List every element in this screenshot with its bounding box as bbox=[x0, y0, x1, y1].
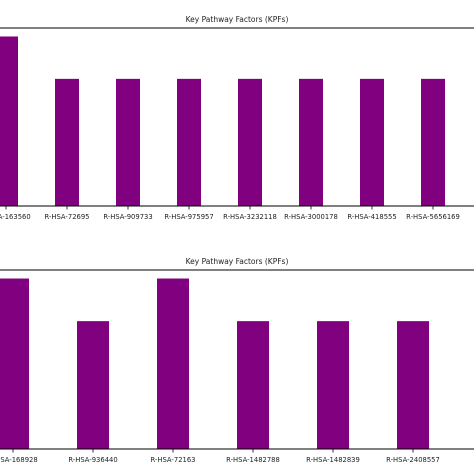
x-tick-label: R-HSA-2408557 bbox=[386, 456, 440, 464]
x-tick-label: R-HSA-909733 bbox=[103, 213, 152, 221]
bar-r-hsa-168928 bbox=[0, 278, 29, 449]
bar-r-hsa-163560 bbox=[0, 36, 18, 206]
x-tick-label: R-HSA-72695 bbox=[44, 213, 89, 221]
x-tick-label: R-HSA-418555 bbox=[347, 213, 396, 221]
bar-r-hsa-5656169 bbox=[421, 78, 445, 206]
x-tick-label: R-HSA-3232118 bbox=[223, 213, 277, 221]
bar-r-hsa-2408557 bbox=[397, 321, 429, 449]
x-tick-label: R-HSA-1482839 bbox=[306, 456, 360, 464]
x-tick-label: R-HSA-72163 bbox=[150, 456, 195, 464]
x-tick-label: R-HSA-1482788 bbox=[226, 456, 280, 464]
x-tick-label: R-HSA-163560 bbox=[0, 213, 31, 221]
bar-r-hsa-72163 bbox=[157, 278, 189, 449]
bar-r-hsa-418555 bbox=[360, 78, 384, 206]
bar-r-hsa-72695 bbox=[55, 78, 79, 206]
chart-bottom: Key Pathway Factors (KPFs) R-HSA-168928 R-… bbox=[0, 257, 474, 464]
bar-r-hsa-3000178 bbox=[299, 78, 323, 206]
bar-r-hsa-975957 bbox=[177, 78, 201, 206]
bar-r-hsa-909733 bbox=[116, 78, 140, 206]
bar-r-hsa-936440 bbox=[77, 321, 109, 449]
x-tick-label: R-HSA-975957 bbox=[164, 213, 213, 221]
bar-r-hsa-1482788 bbox=[237, 321, 269, 449]
chart-top: Key Pathway Factors (KPFs) R-HSA-163560 R-… bbox=[0, 15, 474, 221]
chart-title: Key Pathway Factors (KPFs) bbox=[186, 15, 289, 24]
x-tick-label: R-HSA-936440 bbox=[68, 456, 117, 464]
bar-r-hsa-3232118 bbox=[238, 78, 262, 206]
x-tick-label: R-HSA-168928 bbox=[0, 456, 38, 464]
chart-title: Key Pathway Factors (KPFs) bbox=[186, 257, 289, 266]
bar-r-hsa-1482839 bbox=[317, 321, 349, 449]
x-tick-label: R-HSA-5656169 bbox=[406, 213, 460, 221]
x-tick-label: R-HSA-3000178 bbox=[284, 213, 338, 221]
